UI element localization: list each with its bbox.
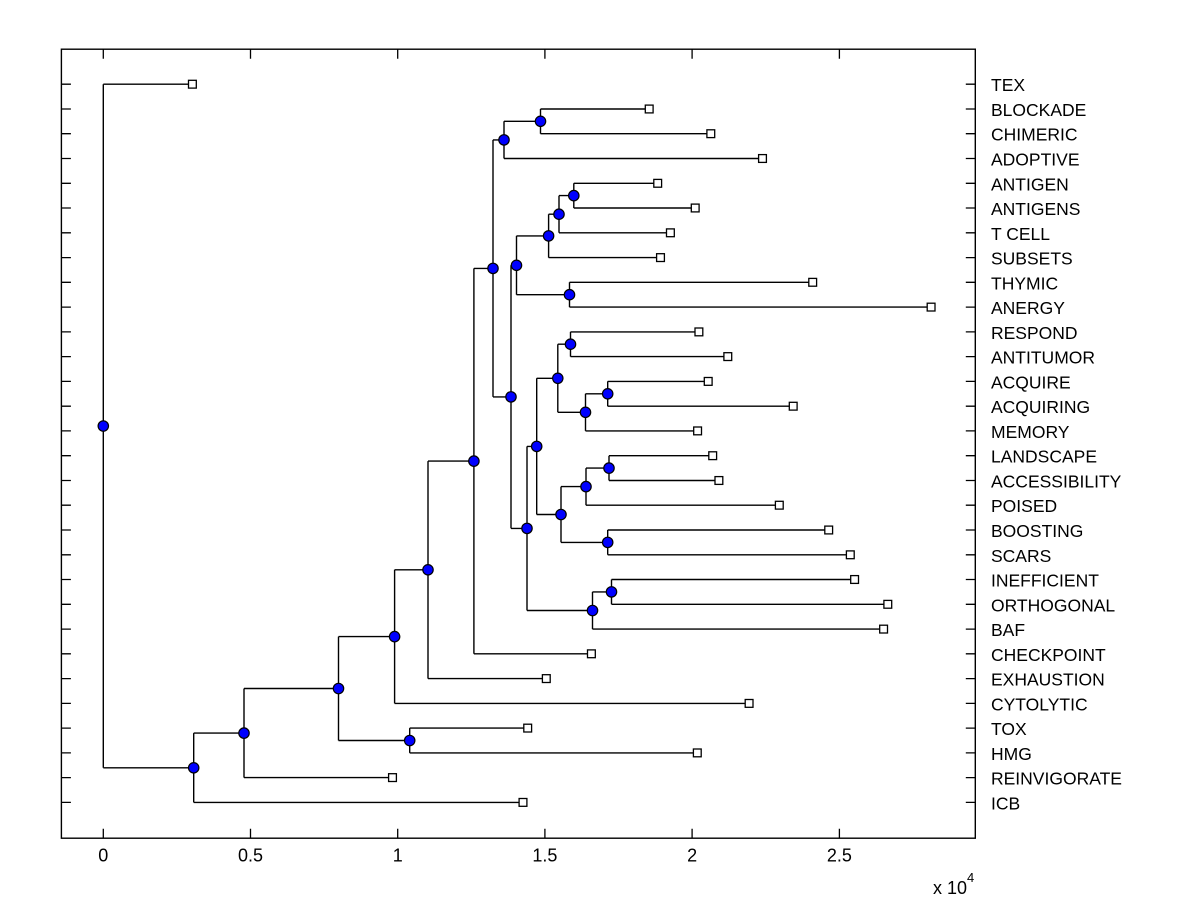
svg-text:0.5: 0.5 [238, 846, 263, 866]
svg-text:BAF: BAF [991, 620, 1025, 640]
svg-text:ICB: ICB [991, 793, 1020, 813]
svg-text:2: 2 [687, 846, 697, 866]
svg-text:x 10: x 10 [933, 878, 967, 898]
svg-text:REINVIGORATE: REINVIGORATE [991, 769, 1122, 789]
svg-text:TEX: TEX [991, 75, 1025, 95]
svg-text:THYMIC: THYMIC [991, 273, 1058, 293]
svg-text:LANDSCAPE: LANDSCAPE [991, 447, 1097, 467]
svg-text:CYTOLYTIC: CYTOLYTIC [991, 694, 1088, 714]
svg-text:2.5: 2.5 [827, 846, 852, 866]
svg-text:HMG: HMG [991, 744, 1032, 764]
svg-text:ACQUIRE: ACQUIRE [991, 372, 1071, 392]
svg-text:RESPOND: RESPOND [991, 323, 1078, 343]
svg-text:1.5: 1.5 [532, 846, 557, 866]
svg-text:ANTIGENS: ANTIGENS [991, 199, 1080, 219]
svg-text:SCARS: SCARS [991, 546, 1051, 566]
svg-text:MEMORY: MEMORY [991, 422, 1070, 442]
svg-text:BOOSTING: BOOSTING [991, 521, 1083, 541]
svg-text:ADOPTIVE: ADOPTIVE [991, 150, 1080, 170]
svg-text:CHIMERIC: CHIMERIC [991, 125, 1078, 145]
svg-text:T CELL: T CELL [991, 224, 1050, 244]
svg-text:CHECKPOINT: CHECKPOINT [991, 645, 1106, 665]
svg-text:ANTITUMOR: ANTITUMOR [991, 348, 1095, 368]
svg-text:0: 0 [98, 846, 108, 866]
svg-text:ORTHOGONAL: ORTHOGONAL [991, 595, 1115, 615]
svg-text:ANERGY: ANERGY [991, 298, 1065, 318]
svg-text:4: 4 [967, 870, 974, 885]
svg-text:BLOCKADE: BLOCKADE [991, 100, 1086, 120]
svg-text:SUBSETS: SUBSETS [991, 249, 1073, 269]
svg-text:INEFFICIENT: INEFFICIENT [991, 571, 1099, 591]
svg-text:ACQUIRING: ACQUIRING [991, 397, 1090, 417]
svg-text:TOX: TOX [991, 719, 1027, 739]
svg-text:POISED: POISED [991, 496, 1057, 516]
svg-text:1: 1 [393, 846, 403, 866]
svg-text:ACCESSIBILITY: ACCESSIBILITY [991, 472, 1122, 492]
svg-text:EXHAUSTION: EXHAUSTION [991, 670, 1105, 690]
svg-text:ANTIGEN: ANTIGEN [991, 174, 1069, 194]
